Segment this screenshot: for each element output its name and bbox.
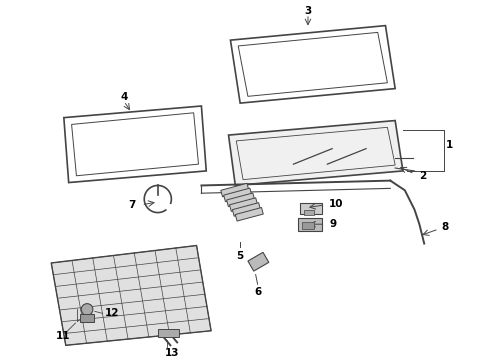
Polygon shape — [228, 121, 403, 185]
Circle shape — [81, 303, 93, 315]
Bar — [221, 183, 249, 197]
Text: 9: 9 — [329, 219, 337, 229]
Polygon shape — [51, 246, 211, 345]
Text: 10: 10 — [329, 199, 344, 209]
Text: 13: 13 — [165, 348, 180, 358]
Bar — [235, 207, 263, 221]
Text: 3: 3 — [304, 6, 312, 16]
Text: 5: 5 — [237, 251, 244, 261]
Bar — [80, 314, 94, 322]
Bar — [158, 329, 179, 337]
Bar — [229, 198, 257, 211]
Text: 8: 8 — [441, 222, 449, 232]
Text: 7: 7 — [128, 200, 136, 210]
Bar — [302, 222, 314, 229]
Bar — [298, 219, 321, 231]
Text: 11: 11 — [56, 330, 70, 341]
Text: 12: 12 — [104, 308, 119, 318]
Bar — [232, 203, 260, 216]
Text: 2: 2 — [419, 171, 427, 181]
Bar — [226, 193, 254, 207]
Text: 6: 6 — [254, 287, 261, 297]
Bar — [224, 188, 252, 202]
Text: 1: 1 — [445, 140, 453, 150]
Text: 4: 4 — [120, 92, 127, 102]
Bar — [248, 252, 269, 271]
Bar — [300, 203, 321, 213]
Bar — [304, 210, 314, 216]
